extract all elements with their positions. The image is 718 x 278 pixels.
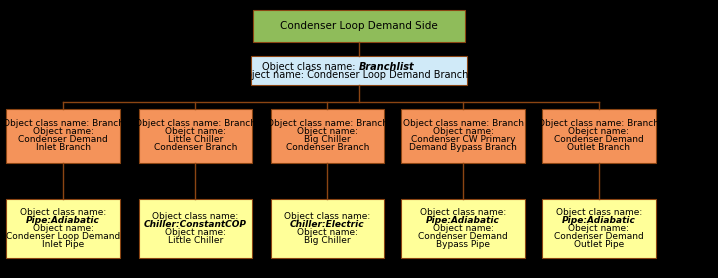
FancyBboxPatch shape [139, 198, 252, 259]
Text: Object class name:: Object class name: [556, 208, 642, 217]
Text: Object name:: Object name: [297, 228, 358, 237]
Text: Object name:: Object name: [33, 224, 93, 233]
Text: Condenser Demand: Condenser Demand [18, 135, 108, 144]
Text: Object name:: Object name: [165, 228, 225, 237]
Text: Condenser Loop Demand Side: Condenser Loop Demand Side [280, 21, 438, 31]
Text: Little Chiller: Little Chiller [168, 135, 223, 144]
Text: Object class name: Branch: Object class name: Branch [135, 120, 256, 128]
Text: Object class name:: Object class name: [284, 212, 370, 221]
Text: Inlet Branch: Inlet Branch [36, 143, 90, 152]
Text: Condenser Demand: Condenser Demand [418, 232, 508, 241]
Text: Big Chiller: Big Chiller [304, 236, 350, 245]
Text: Obejct name:: Obejct name: [569, 224, 629, 233]
Text: Obejct name:: Obejct name: [569, 127, 629, 136]
Text: Pipe:Adiabatic: Pipe:Adiabatic [562, 216, 635, 225]
Text: Object class name:: Object class name: [152, 212, 238, 221]
FancyBboxPatch shape [6, 198, 120, 259]
Text: Object class name: Branch: Object class name: Branch [267, 120, 388, 128]
Text: Object class name: Branch: Object class name: Branch [403, 120, 523, 128]
Text: Outlet Branch: Outlet Branch [567, 143, 630, 152]
Text: Object class name:: Object class name: [20, 208, 106, 217]
FancyBboxPatch shape [253, 9, 465, 41]
Text: Branchlist: Branchlist [359, 62, 414, 72]
Text: Object name:: Object name: [297, 127, 358, 136]
Text: Pipe:Adiabatic: Pipe:Adiabatic [27, 216, 100, 225]
FancyBboxPatch shape [139, 109, 252, 163]
Text: Condenser Loop Demand: Condenser Loop Demand [6, 232, 121, 241]
FancyBboxPatch shape [251, 56, 467, 85]
Text: Object class name:: Object class name: [262, 62, 359, 72]
Text: Obejct name:: Obejct name: [165, 127, 225, 136]
FancyBboxPatch shape [271, 109, 384, 163]
Text: Object class name: Branch: Object class name: Branch [3, 120, 123, 128]
Text: Bypass Pipe: Bypass Pipe [436, 240, 490, 249]
FancyBboxPatch shape [271, 198, 384, 259]
Text: Object name: Condenser Loop Demand Branches: Object name: Condenser Loop Demand Branc… [238, 70, 480, 80]
Text: Chiller:Electric: Chiller:Electric [290, 220, 365, 229]
Text: Condenser Demand: Condenser Demand [554, 232, 644, 241]
Text: Condenser Demand: Condenser Demand [554, 135, 644, 144]
FancyBboxPatch shape [542, 198, 656, 259]
FancyBboxPatch shape [542, 109, 656, 163]
Text: Little Chiller: Little Chiller [168, 236, 223, 245]
Text: Object name:: Object name: [33, 127, 93, 136]
Text: Condenser Branch: Condenser Branch [154, 143, 237, 152]
FancyBboxPatch shape [401, 198, 525, 259]
Text: Object name:: Object name: [433, 127, 493, 136]
Text: Condenser CW Primary: Condenser CW Primary [411, 135, 516, 144]
Text: Outlet Pipe: Outlet Pipe [574, 240, 624, 249]
FancyBboxPatch shape [6, 109, 120, 163]
Text: Object class name: Branch: Object class name: Branch [538, 120, 659, 128]
Text: Object class name:: Object class name: [420, 208, 506, 217]
Text: Condenser Branch: Condenser Branch [286, 143, 369, 152]
Text: Pipe:Adiabatic: Pipe:Adiabatic [426, 216, 500, 225]
FancyBboxPatch shape [401, 109, 525, 163]
Text: Object name:: Object name: [433, 224, 493, 233]
Text: Chiller:ConstantCOP: Chiller:ConstantCOP [144, 220, 247, 229]
Text: Demand Bypass Branch: Demand Bypass Branch [409, 143, 517, 152]
Text: Big Chiller: Big Chiller [304, 135, 350, 144]
Text: Inlet Pipe: Inlet Pipe [42, 240, 84, 249]
